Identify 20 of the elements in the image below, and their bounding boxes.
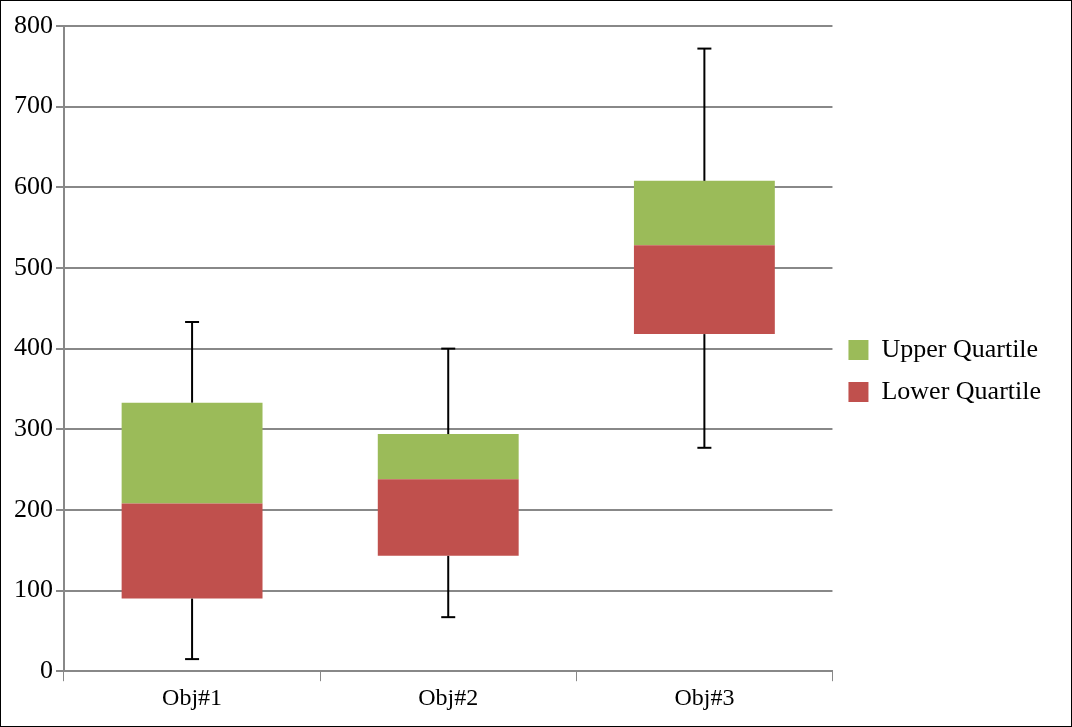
- bar: [121, 503, 263, 599]
- x-tick-label: Obj#2: [418, 683, 479, 710]
- bar: [377, 434, 519, 480]
- bar: [633, 180, 775, 246]
- bar: [377, 479, 519, 556]
- y-tick-label: 400: [14, 332, 53, 362]
- x-tick-label: Obj#1: [162, 683, 223, 710]
- legend-label: Lower Quartile: [881, 375, 1041, 405]
- y-tick-label: 0: [40, 655, 53, 685]
- x-tick-label: Obj#3: [674, 683, 735, 710]
- bar: [633, 245, 775, 335]
- y-tick-label: 500: [14, 251, 53, 281]
- bar: [121, 402, 263, 504]
- y-tick-label: 300: [14, 413, 53, 443]
- y-tick-label: 600: [14, 171, 53, 201]
- y-tick-label: 200: [14, 493, 53, 523]
- y-tick-label: 800: [14, 9, 53, 39]
- y-tick-label: 700: [14, 90, 53, 120]
- y-tick-label: 100: [14, 574, 53, 604]
- legend-label: Upper Quartile: [881, 333, 1039, 363]
